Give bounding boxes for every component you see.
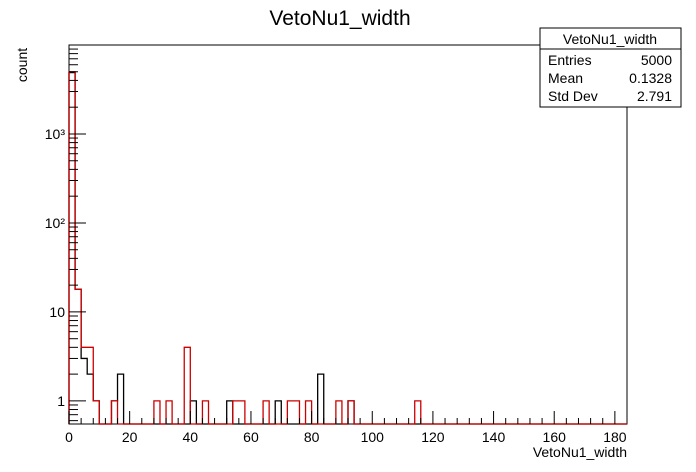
x-tick-label: 20: [122, 429, 138, 445]
stats-stddev-label: Std Dev: [548, 88, 598, 104]
x-tick-label: 80: [304, 429, 320, 445]
y-axis-label: count: [14, 48, 30, 82]
histogram-series-2: [68, 71, 627, 425]
x-tick-label: 180: [603, 429, 627, 445]
y-tick-label: 10²: [45, 215, 66, 231]
stats-mean-value: 0.1328: [629, 70, 672, 86]
plot-layer: 0 20 40 60 80 100 120 140 160 180 1 10 10² 10³: [45, 44, 628, 445]
x-tick-label: 100: [361, 429, 385, 445]
x-tick-label: 120: [421, 429, 445, 445]
x-tick-label: 40: [183, 429, 199, 445]
y-tick-label: 10: [49, 304, 65, 320]
chart-title: VetoNu1_width: [269, 7, 410, 30]
x-tick-label: 60: [243, 429, 259, 445]
x-tick-label: 0: [65, 429, 73, 445]
stats-mean-label: Mean: [548, 70, 583, 86]
stats-box: VetoNu1_width Entries 5000 Mean 0.1328 S…: [539, 27, 682, 108]
histogram-series-1: [68, 71, 627, 425]
x-tick-label: 140: [482, 429, 506, 445]
stats-entries-label: Entries: [548, 52, 592, 68]
stats-entries-value: 5000: [641, 52, 672, 68]
x-axis-label: VetoNu1_width: [533, 444, 627, 460]
stats-box-title: VetoNu1_width: [563, 31, 657, 47]
x-tick-label: 160: [543, 429, 567, 445]
y-tick-label: 10³: [45, 126, 66, 142]
stats-box-frame: [539, 27, 682, 108]
stats-stddev-value: 2.791: [637, 88, 672, 104]
y-tick-label: 1: [57, 393, 65, 409]
